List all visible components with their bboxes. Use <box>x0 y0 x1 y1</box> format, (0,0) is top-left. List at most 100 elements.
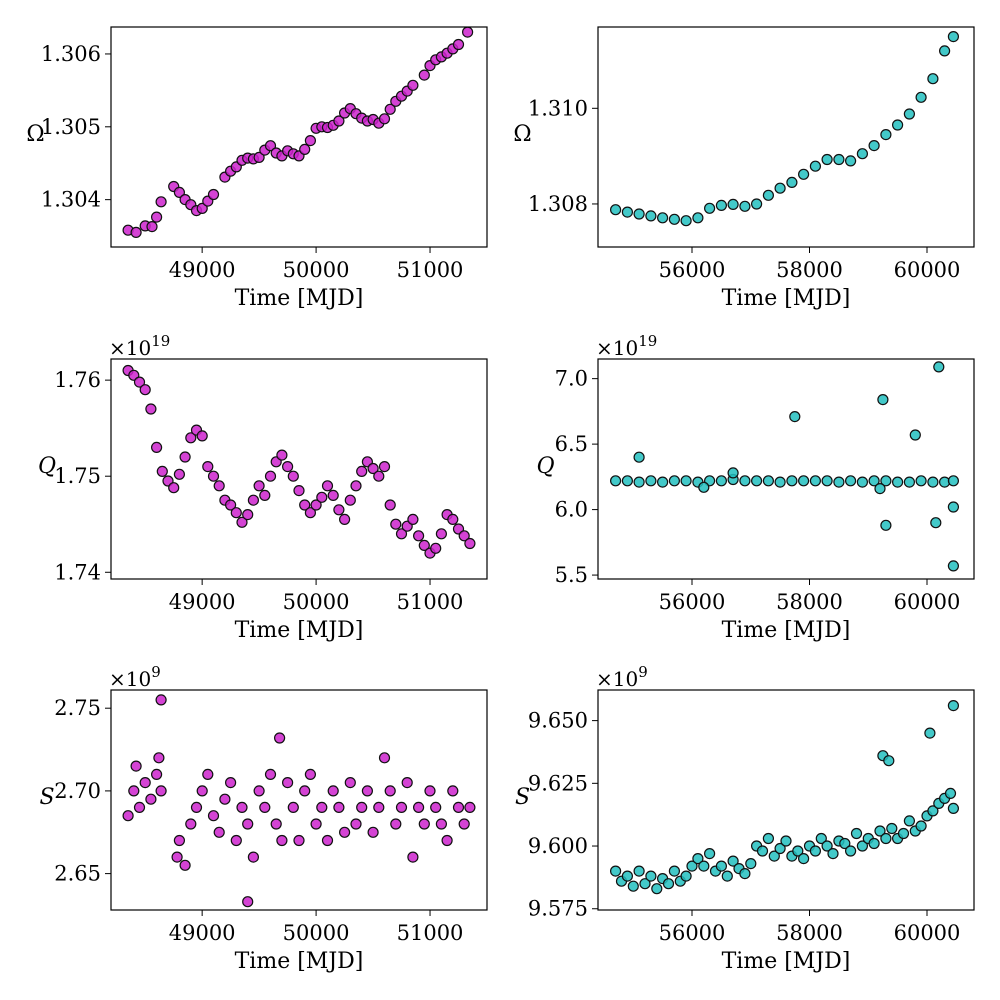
x-tick-label: 49000 <box>169 258 236 282</box>
data-point <box>145 403 157 415</box>
data-point <box>151 768 163 781</box>
axes-frame <box>597 689 975 911</box>
data-point <box>130 226 142 238</box>
data-point <box>153 752 165 764</box>
data-point <box>274 732 286 744</box>
data-point <box>259 489 271 501</box>
data-point <box>264 140 277 152</box>
data-point <box>133 801 146 814</box>
data-point <box>253 480 265 492</box>
data-point <box>384 103 396 115</box>
data-point <box>179 859 191 871</box>
data-point <box>310 499 322 511</box>
x-tick-label: 60000 <box>894 258 961 282</box>
data-point <box>225 776 237 789</box>
data-point <box>424 785 436 797</box>
x-tick-label: 51000 <box>397 590 464 614</box>
data-point <box>792 845 804 857</box>
data-point <box>821 840 833 852</box>
data-point <box>185 818 197 830</box>
data-point <box>373 801 385 814</box>
data-point <box>447 513 459 526</box>
axis-offset-label: ×109 <box>109 663 161 691</box>
data-point <box>930 517 942 529</box>
data-point <box>903 476 916 488</box>
points-middle-left <box>122 364 476 559</box>
data-point <box>833 153 845 166</box>
data-point <box>173 186 185 198</box>
y-tick-label: 2.75 <box>54 696 101 720</box>
data-point <box>903 815 916 827</box>
data-point <box>276 834 288 847</box>
data-point <box>815 832 827 845</box>
data-point <box>844 475 857 487</box>
data-point <box>230 507 242 519</box>
data-point <box>750 198 763 210</box>
data-point <box>915 475 927 487</box>
x-axis-label: Time [MJD] <box>722 286 851 311</box>
y-tick-label: 9.625 <box>528 771 588 795</box>
data-point <box>407 851 419 863</box>
data-point <box>877 394 889 406</box>
data-point <box>452 38 465 51</box>
y-tick-label: 1.74 <box>54 560 101 584</box>
y-axis-label: Ω <box>513 122 531 147</box>
x-tick-label: 58000 <box>776 590 843 614</box>
data-point <box>774 842 786 855</box>
data-point <box>327 489 339 501</box>
data-point <box>190 801 203 814</box>
data-point <box>750 475 763 487</box>
axes-frame <box>110 358 488 580</box>
data-point <box>927 476 939 488</box>
data-point <box>944 787 957 800</box>
data-point <box>844 155 857 167</box>
x-tick-label: 56000 <box>659 590 726 614</box>
data-point <box>903 108 916 120</box>
y-tick-label: 1.76 <box>54 368 101 392</box>
data-point <box>293 834 305 847</box>
data-point <box>378 461 391 473</box>
data-point <box>633 865 645 877</box>
data-point <box>418 69 430 81</box>
data-point <box>196 202 208 214</box>
data-point <box>947 560 960 572</box>
points-top-right <box>609 30 960 227</box>
data-point <box>259 801 271 814</box>
data-point <box>880 832 892 845</box>
data-point <box>447 785 459 797</box>
data-point <box>789 411 801 423</box>
data-point <box>407 79 419 91</box>
data-point <box>868 140 880 152</box>
y-axis-label: Ω <box>26 122 44 147</box>
data-point <box>809 845 822 857</box>
axis-offset-label: ×1019 <box>109 332 170 360</box>
data-point <box>435 528 447 540</box>
axes-frame <box>597 358 975 580</box>
data-point <box>225 499 237 511</box>
y-tick-label: 1.310 <box>528 96 588 120</box>
data-point <box>207 810 220 822</box>
panel-bottom-right: 56000 58000 60000 9.575 9.600 9.625 9.650 Time … <box>515 663 975 974</box>
data-point <box>130 760 142 772</box>
data-point <box>680 475 692 487</box>
data-point <box>915 91 927 103</box>
data-point <box>651 883 663 895</box>
data-point <box>739 867 751 880</box>
x-axis-label: Time [MJD] <box>235 286 364 311</box>
data-point <box>715 860 728 872</box>
axis-offset-label: ×109 <box>596 663 648 691</box>
data-point <box>680 215 692 227</box>
data-point <box>236 801 248 814</box>
data-point <box>390 518 402 530</box>
data-point <box>656 476 669 488</box>
data-point <box>621 870 634 882</box>
data-point <box>856 840 869 852</box>
data-point <box>151 441 163 453</box>
data-point <box>128 785 140 797</box>
data-point <box>276 449 288 461</box>
axes-frame <box>597 26 975 248</box>
panel-middle-right: 56000 58000 60000 5.5 6.0 6.5 7.0 Time [MJD] Q ×1… <box>536 332 975 643</box>
data-point <box>458 818 470 830</box>
points-bottom-right <box>609 699 960 895</box>
data-point <box>196 785 208 797</box>
